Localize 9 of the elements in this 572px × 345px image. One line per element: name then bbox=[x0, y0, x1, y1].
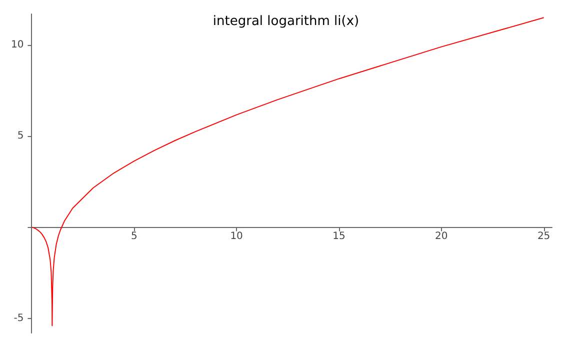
chart-title: integral logarithm li(x) bbox=[212, 14, 360, 29]
y-tick-label: 10 bbox=[10, 39, 24, 50]
x-tick-label: 10 bbox=[230, 230, 243, 242]
x-tick-label: 5 bbox=[130, 230, 138, 242]
y-tick-label: 5 bbox=[17, 130, 24, 142]
x-tick-label: 25 bbox=[537, 230, 550, 242]
y-tick-label: -5 bbox=[14, 312, 24, 324]
x-tick-label: 20 bbox=[435, 230, 448, 242]
x-tick-label: 15 bbox=[332, 230, 346, 242]
